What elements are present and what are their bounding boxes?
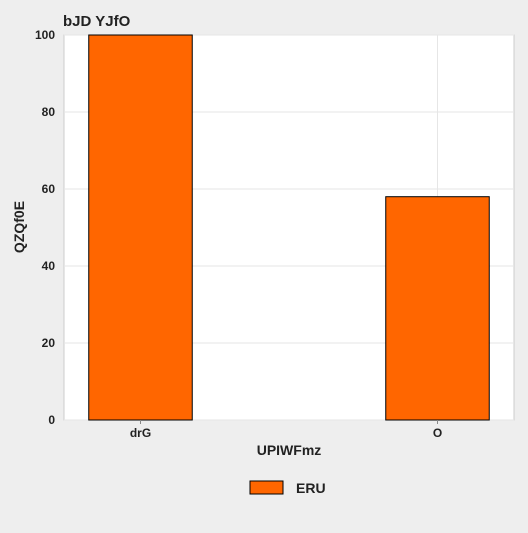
y-tick-label-1: 20 xyxy=(42,336,56,350)
y-axis-label: QZQf0E xyxy=(11,201,27,253)
bars xyxy=(88,34,490,421)
y-tick-label-0: 0 xyxy=(48,413,55,427)
x-tick-label-0: drG xyxy=(130,426,151,440)
y-tick-label-4: 80 xyxy=(42,105,56,119)
x-axis-ticks: drG O xyxy=(130,420,442,440)
bar-O xyxy=(385,196,490,421)
chart-title: bJD YJfO xyxy=(63,13,131,30)
legend-swatch-eru xyxy=(249,480,284,495)
legend: ERU xyxy=(249,480,326,496)
bar-drG xyxy=(88,34,193,421)
y-axis-ticks: 0 20 40 60 80 100 xyxy=(35,28,55,427)
y-tick-label-2: 40 xyxy=(42,259,56,273)
x-tick-label-1: O xyxy=(433,426,442,440)
x-axis-label: UPIWFmz xyxy=(257,442,322,458)
y-tick-label-3: 60 xyxy=(42,182,56,196)
legend-label-eru: ERU xyxy=(296,480,326,496)
y-tick-label-5: 100 xyxy=(35,28,55,42)
